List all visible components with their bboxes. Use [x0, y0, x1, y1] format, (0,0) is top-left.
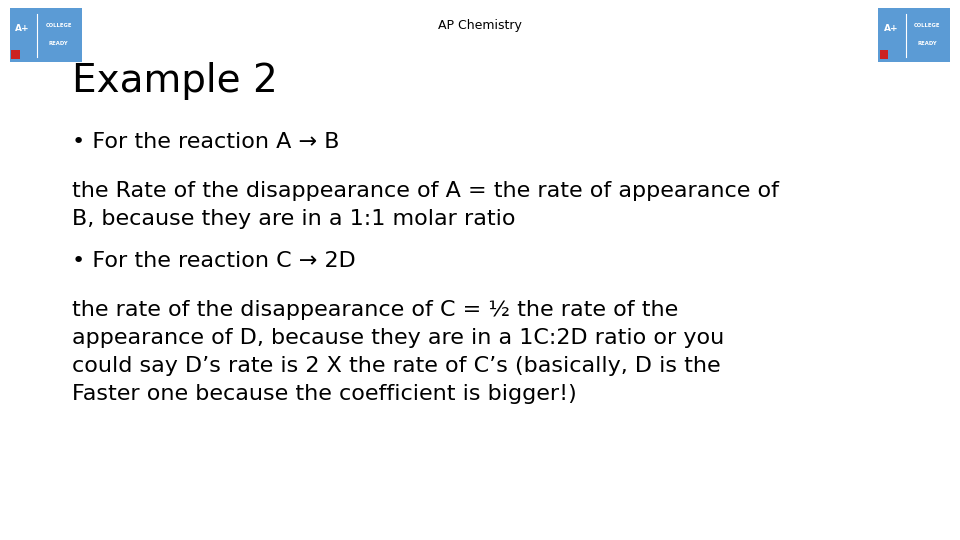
- Text: the Rate of the disappearance of A = the rate of appearance of
B, because they a: the Rate of the disappearance of A = the…: [72, 181, 779, 229]
- Text: READY: READY: [918, 40, 937, 46]
- Text: AP Chemistry: AP Chemistry: [438, 19, 522, 32]
- FancyBboxPatch shape: [12, 50, 19, 59]
- FancyBboxPatch shape: [879, 50, 889, 59]
- Text: COLLEGE: COLLEGE: [914, 23, 941, 28]
- Text: READY: READY: [49, 40, 68, 46]
- Text: • For the reaction A → B: • For the reaction A → B: [72, 132, 340, 152]
- FancyBboxPatch shape: [878, 8, 950, 62]
- Text: A+: A+: [884, 24, 899, 33]
- Text: Example 2: Example 2: [72, 62, 277, 100]
- Text: • For the reaction C → 2D: • For the reaction C → 2D: [72, 251, 356, 271]
- Text: the rate of the disappearance of C = ½ the rate of the
appearance of D, because : the rate of the disappearance of C = ½ t…: [72, 300, 724, 404]
- Text: A+: A+: [15, 24, 30, 33]
- FancyBboxPatch shape: [10, 8, 82, 62]
- Text: COLLEGE: COLLEGE: [45, 23, 72, 28]
